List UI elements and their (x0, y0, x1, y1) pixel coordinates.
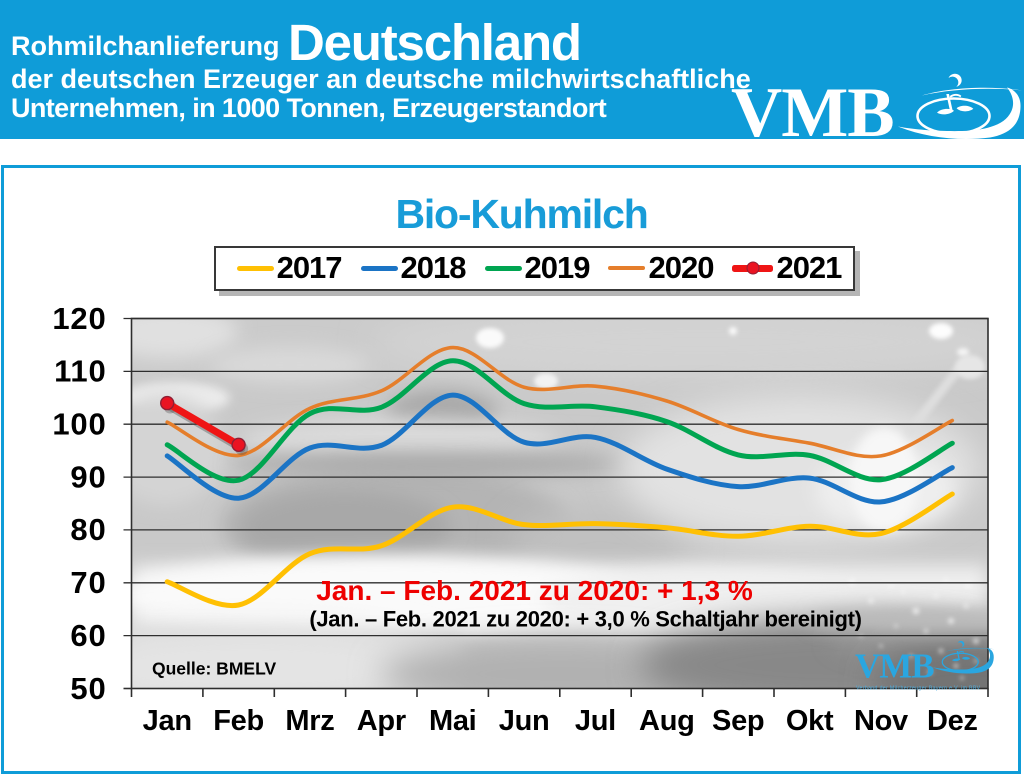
svg-text:Jan. – Feb. 2021 zu 2020: + 1,: Jan. – Feb. 2021 zu 2020: + 1,3 % (316, 575, 753, 606)
svg-text:120: 120 (52, 301, 106, 336)
svg-text:Apr: Apr (357, 705, 406, 737)
svg-text:Dez: Dez (927, 705, 978, 737)
svg-text:110: 110 (54, 354, 106, 389)
svg-text:100: 100 (52, 407, 106, 442)
svg-text:Jan: Jan (143, 705, 192, 737)
svg-text:Sep: Sep (712, 705, 764, 737)
svg-text:50: 50 (70, 671, 106, 706)
svg-text:Quelle: BMELV: Quelle: BMELV (152, 659, 276, 679)
svg-text:Nov: Nov (854, 705, 908, 737)
svg-text:Mrz: Mrz (285, 705, 334, 737)
svg-text:VMB: VMB (855, 647, 934, 686)
svg-text:(Jan. – Feb. 2021 zu 2020: + 3: (Jan. – Feb. 2021 zu 2020: + 3,0 % Schal… (309, 607, 861, 632)
svg-text:90: 90 (70, 459, 106, 494)
svg-text:Jun: Jun (499, 705, 550, 737)
svg-text:Jul: Jul (575, 705, 616, 737)
svg-text:Okt: Okt (786, 705, 834, 737)
svg-text:Verband der Milcherzeuger Baye: Verband der Milcherzeuger Bayern e.V. im… (856, 686, 981, 692)
svg-text:80: 80 (70, 512, 106, 547)
svg-text:Aug: Aug (639, 705, 694, 737)
svg-text:Mai: Mai (429, 705, 476, 737)
svg-text:60: 60 (70, 618, 106, 653)
svg-text:70: 70 (70, 565, 106, 600)
svg-text:Feb: Feb (213, 705, 264, 737)
